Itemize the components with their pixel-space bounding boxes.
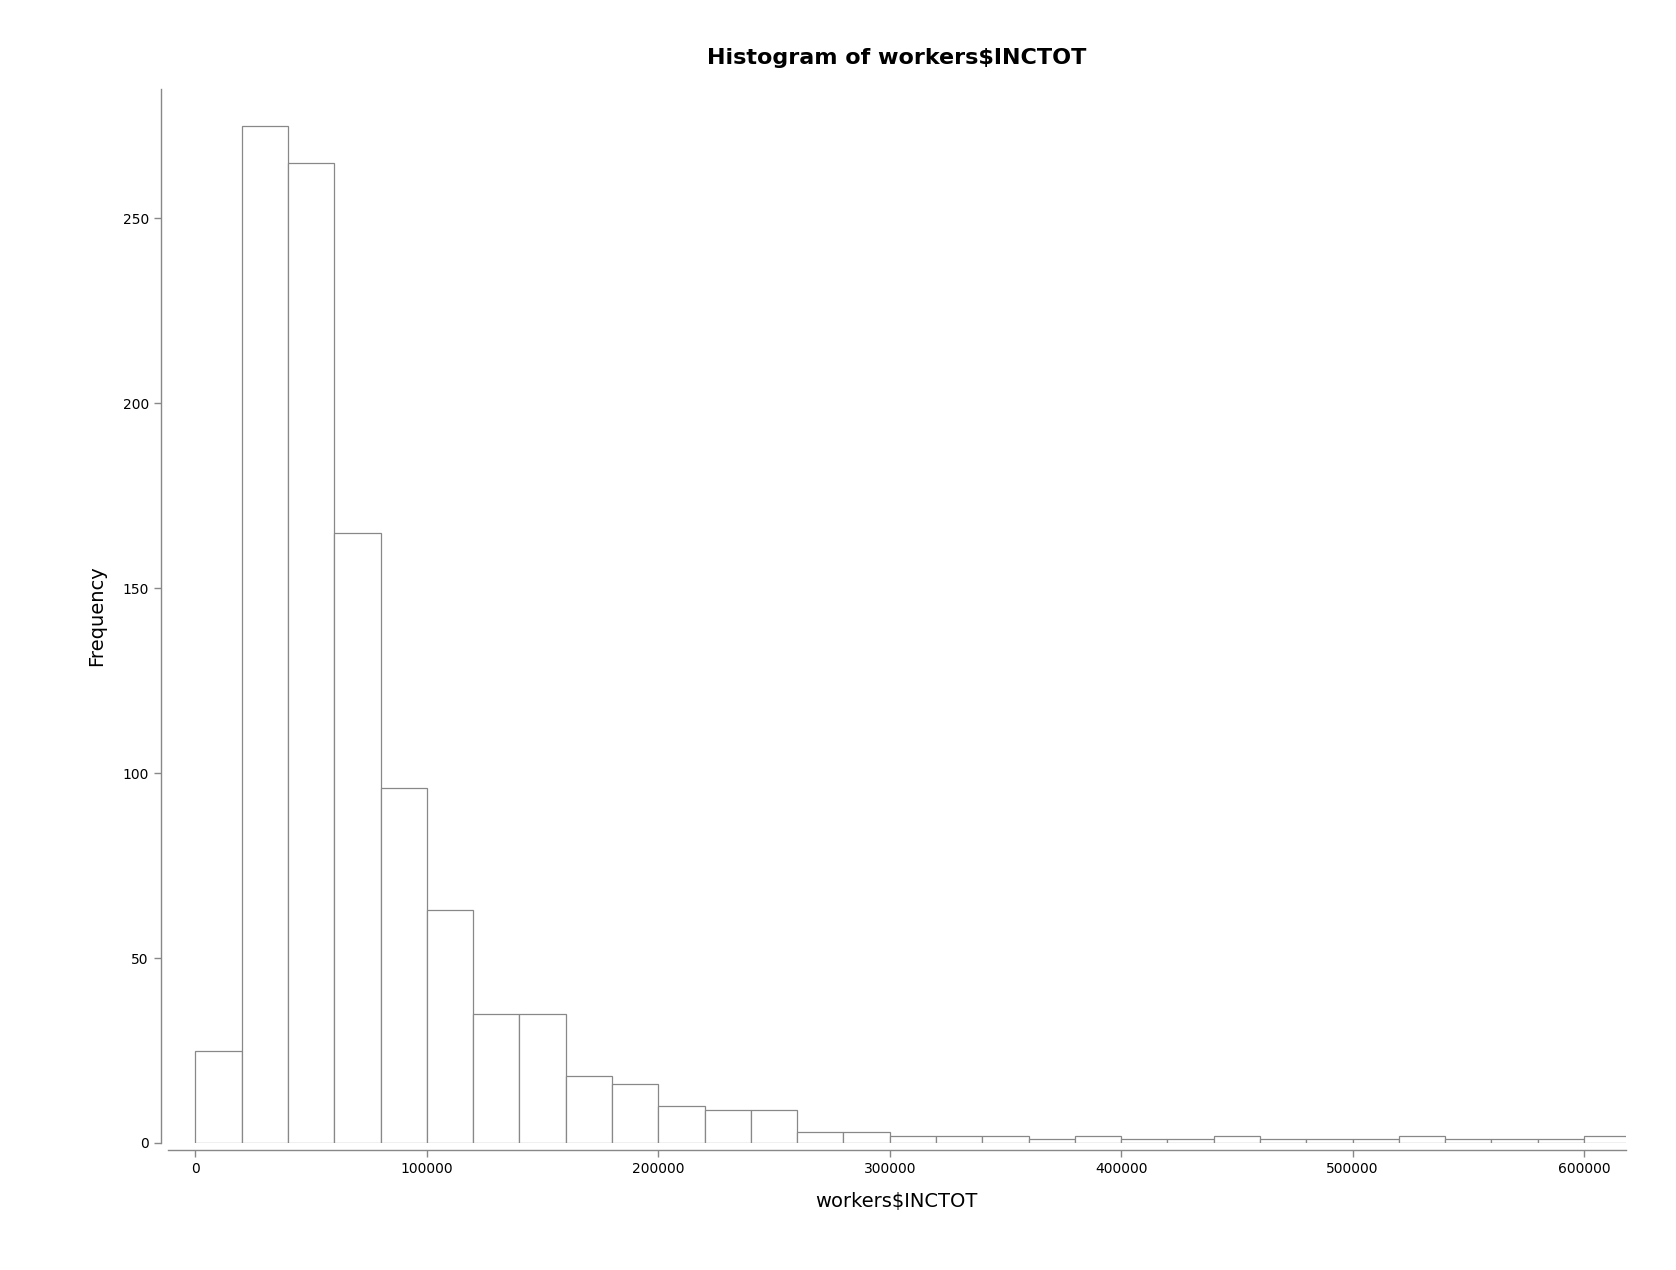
- Bar: [612, 1083, 659, 1143]
- Bar: [1445, 1139, 1492, 1143]
- Bar: [982, 1135, 1029, 1143]
- Bar: [798, 1132, 843, 1143]
- Bar: [704, 1110, 751, 1143]
- Bar: [380, 787, 427, 1143]
- Bar: [1584, 1135, 1631, 1143]
- Bar: [473, 1013, 520, 1143]
- Bar: [427, 911, 473, 1143]
- Bar: [935, 1135, 982, 1143]
- Bar: [1539, 1139, 1584, 1143]
- Bar: [288, 163, 334, 1143]
- Bar: [196, 1050, 241, 1143]
- Bar: [890, 1135, 935, 1143]
- Bar: [1260, 1139, 1306, 1143]
- Bar: [566, 1077, 612, 1143]
- Bar: [659, 1106, 704, 1143]
- Bar: [334, 532, 380, 1143]
- Bar: [751, 1110, 798, 1143]
- Y-axis label: Frequency: Frequency: [87, 565, 106, 667]
- Bar: [1029, 1139, 1074, 1143]
- Bar: [1121, 1139, 1168, 1143]
- Bar: [1074, 1135, 1121, 1143]
- Bar: [520, 1013, 566, 1143]
- Bar: [1492, 1139, 1539, 1143]
- Title: Histogram of workers$INCTOT: Histogram of workers$INCTOT: [707, 48, 1086, 67]
- Bar: [1168, 1139, 1213, 1143]
- Bar: [241, 126, 288, 1143]
- Bar: [1353, 1139, 1399, 1143]
- Bar: [1213, 1135, 1260, 1143]
- X-axis label: workers$INCTOT: workers$INCTOT: [816, 1193, 977, 1212]
- Bar: [1306, 1139, 1353, 1143]
- Bar: [1399, 1135, 1445, 1143]
- Bar: [843, 1132, 890, 1143]
